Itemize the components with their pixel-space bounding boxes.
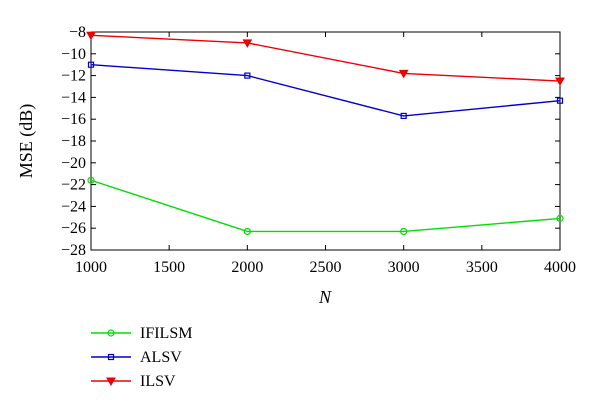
y-axis-label: MSE (dB) — [16, 104, 37, 179]
y-tick-label: −8 — [69, 24, 86, 41]
y-tick-label: −10 — [61, 46, 86, 63]
legend-item-ilsv: ILSV — [91, 373, 176, 390]
y-tick-label: −24 — [61, 198, 86, 215]
y-tick-label: −20 — [61, 155, 86, 172]
tick-labels: 1000 1500 2000 2500 3000 3500 4000 −8 −10 −12 −14 −… — [61, 24, 576, 276]
y-tick-label: −26 — [61, 220, 86, 237]
series-line-alsv — [90, 64, 561, 117]
x-tick-label: 3000 — [388, 259, 420, 276]
x-tick-label: 3500 — [466, 259, 498, 276]
y-tick-label: −18 — [61, 133, 86, 150]
legend-label: IFILSM — [140, 325, 192, 342]
x-tick-label: 1000 — [75, 259, 107, 276]
y-tick-label: −16 — [61, 111, 86, 128]
series-line-ifilsm — [90, 179, 561, 233]
y-tick-label: −22 — [61, 177, 86, 194]
data-point — [244, 72, 251, 79]
data-point — [107, 329, 115, 337]
x-tick-label: 2000 — [231, 259, 263, 276]
y-tick-label: −12 — [61, 68, 86, 85]
data-point — [400, 227, 408, 236]
x-tick-label: 1500 — [153, 259, 185, 276]
x-axis-label: N — [318, 287, 332, 307]
data-point — [107, 353, 115, 361]
plot-area-frame — [90, 31, 561, 251]
y-tick-label: −14 — [61, 89, 86, 106]
legend-label: ILSV — [140, 373, 176, 390]
series-layer — [86, 31, 565, 236]
x-tick-label: 4000 — [544, 259, 576, 276]
data-point — [87, 61, 95, 68]
data-point — [555, 77, 565, 87]
legend-item-alsv: ALSV — [91, 349, 182, 366]
data-point — [398, 69, 409, 79]
data-point — [400, 112, 407, 120]
y-tick-label: −28 — [61, 242, 86, 259]
data-point — [243, 227, 251, 236]
data-point — [556, 97, 564, 104]
data-point — [86, 31, 96, 41]
data-point — [106, 377, 116, 387]
data-point — [242, 39, 253, 48]
legend-label: ALSV — [140, 349, 182, 366]
axis-ticks — [90, 31, 561, 251]
series-line-ilsv — [90, 34, 561, 82]
legend: IFILSM ALSV ILSV — [91, 325, 192, 390]
legend-item-ifilsm: IFILSM — [91, 325, 192, 342]
data-point — [556, 214, 564, 222]
data-point — [87, 176, 95, 184]
x-tick-label: 2500 — [310, 259, 342, 276]
